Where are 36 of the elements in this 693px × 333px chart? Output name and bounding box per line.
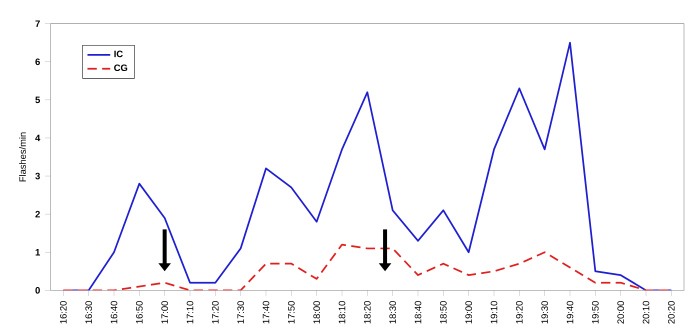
y-tick-label: 7 <box>35 20 40 27</box>
x-tick-label: 17:00 <box>161 301 168 324</box>
x-tick-label: 19:30 <box>541 301 548 324</box>
x-tick-label: 19:00 <box>465 301 472 324</box>
x-tick-label: 19:10 <box>490 301 498 324</box>
y-tick-label: 0 <box>35 287 40 294</box>
y-tick-label: 3 <box>35 172 40 180</box>
x-tick-label: 18:20 <box>364 301 371 324</box>
y-tick-label: 2 <box>35 210 40 218</box>
x-tick-label: 18:40 <box>414 301 422 324</box>
x-tick-label: 19:20 <box>516 301 523 324</box>
x-tick-label: 16:40 <box>110 301 118 324</box>
x-tick-label: 19:50 <box>592 301 599 324</box>
x-tick-label: 16:20 <box>60 301 67 324</box>
y-axis-title: Flashes/min <box>19 132 26 182</box>
y-tick-label: 4 <box>35 134 40 142</box>
x-tick-label: 17:10 <box>186 301 194 324</box>
x-tick-label: 17:50 <box>288 301 295 324</box>
y-tick-label: 6 <box>35 58 40 66</box>
y-tick-label: 5 <box>35 96 40 104</box>
x-tick-label: 18:00 <box>313 301 320 324</box>
x-tick-label: 17:30 <box>237 301 244 324</box>
x-tick-label: 17:40 <box>262 301 270 324</box>
legend-label: IC <box>114 50 123 58</box>
x-tick-label: 17:20 <box>212 301 219 324</box>
x-tick-label: 18:50 <box>440 301 447 324</box>
x-tick-label: 20:10 <box>642 301 650 324</box>
x-tick-label: 20:20 <box>668 301 675 324</box>
x-tick-label: 16:30 <box>85 301 92 324</box>
x-tick-label: 19:40 <box>566 301 574 324</box>
legend-label: CG <box>114 64 128 72</box>
x-tick-label: 18:10 <box>338 301 346 324</box>
y-tick-label: 1 <box>36 249 40 256</box>
x-tick-label: 16:50 <box>136 301 143 324</box>
x-tick-label: 18:30 <box>389 301 396 324</box>
x-tick-label: 20:00 <box>617 301 624 324</box>
